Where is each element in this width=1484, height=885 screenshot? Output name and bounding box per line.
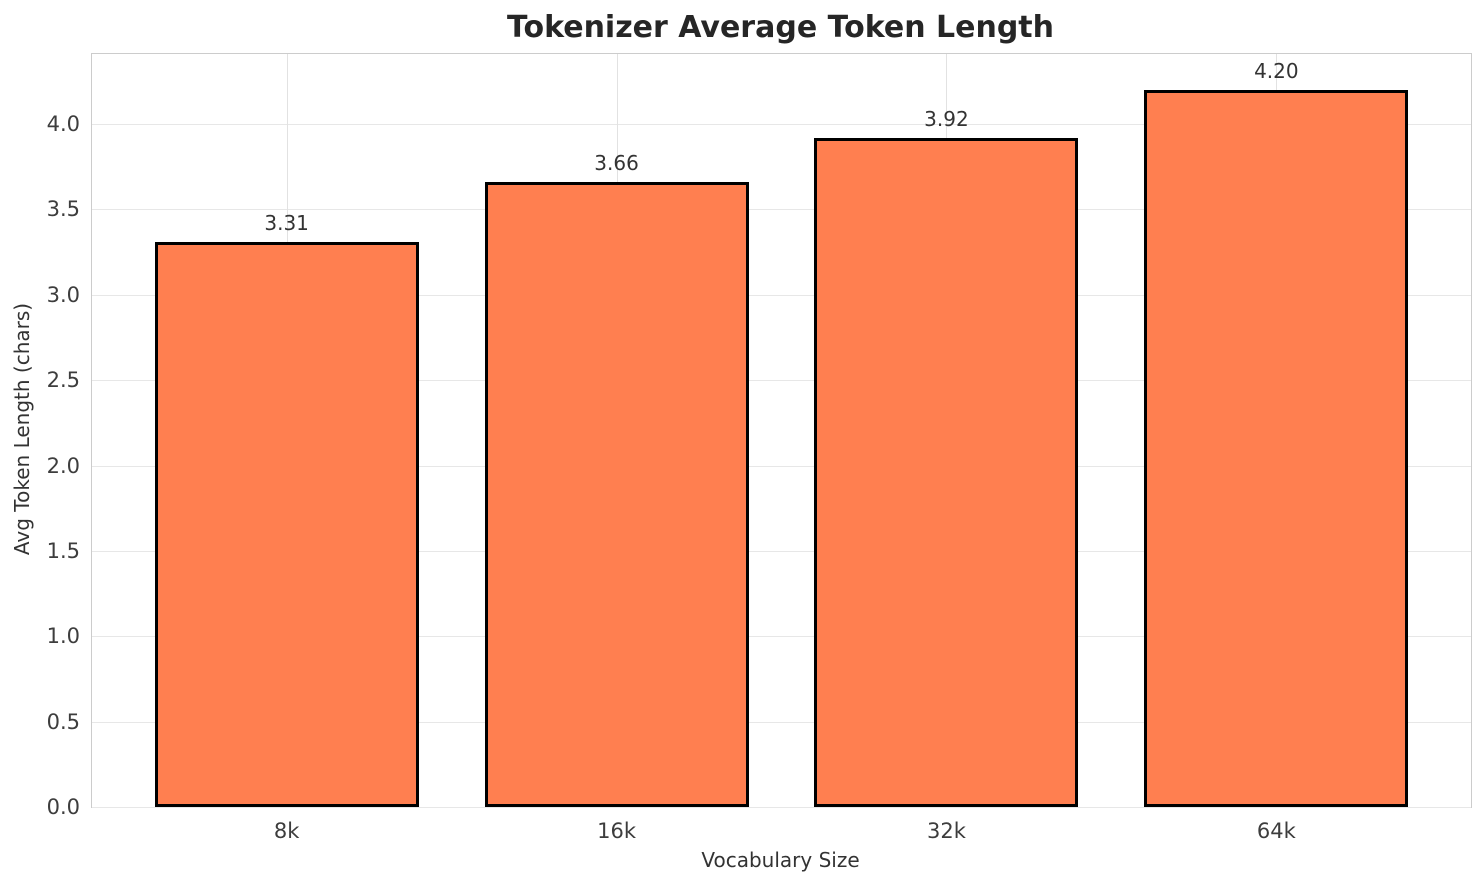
y-axis-label: Avg Token Length (chars): [10, 302, 34, 556]
horizontal-gridline: [92, 636, 1471, 638]
horizontal-gridline: [92, 807, 1471, 808]
y-tick-label: 0.0: [46, 795, 80, 819]
bar-16k: [484, 182, 749, 807]
horizontal-gridline: [92, 465, 1471, 467]
x-tick-label-8k: 8k: [273, 819, 300, 843]
y-tick-label: 2.5: [46, 368, 80, 393]
x-tick-label-16k: 16k: [597, 819, 636, 843]
y-tick-label: 0.5: [46, 709, 80, 734]
bar-value-label: 3.66: [594, 151, 639, 176]
horizontal-gridline: [92, 380, 1471, 382]
horizontal-gridline: [92, 550, 1471, 552]
horizontal-gridline: [92, 721, 1471, 723]
y-tick-label: 3.5: [46, 197, 80, 222]
chart-title: Tokenizer Average Token Length: [506, 10, 1054, 45]
x-tick-label-64k: 64k: [1256, 819, 1296, 843]
y-tick-label: 3.0: [46, 282, 80, 307]
bar-value-label: 4.20: [1254, 58, 1299, 83]
bar-value-label: 3.31: [264, 210, 309, 235]
horizontal-gridline: [92, 209, 1471, 211]
y-tick-label: 1.5: [46, 538, 80, 563]
y-tick-label: 4.0: [46, 112, 80, 136]
y-tick-label: 1.0: [46, 624, 80, 649]
bar-value-label: 3.92: [924, 106, 969, 131]
y-tick-label: 2.0: [46, 453, 80, 478]
bar-8k: [154, 241, 419, 807]
horizontal-gridline: [92, 294, 1471, 296]
bar-32k: [814, 137, 1079, 807]
x-axis-label: Vocabulary Size: [701, 848, 860, 872]
plot-area: 3.31 3.66 3.92 4.20 0.0 0.5 1.0 1.5 2.0 2.5 3.0 3.5…: [47, 53, 1472, 843]
bar-64k: [1144, 89, 1409, 807]
horizontal-gridline: [92, 124, 1471, 125]
x-tick-label-32k: 32k: [926, 819, 966, 843]
